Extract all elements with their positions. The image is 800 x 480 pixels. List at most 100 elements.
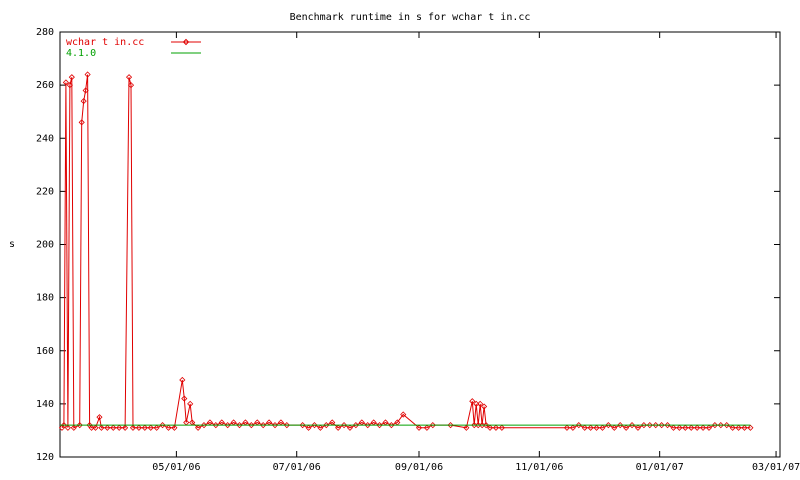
data-point: [634, 424, 642, 431]
y-tick-label: 180: [36, 293, 54, 304]
data-point: [652, 422, 659, 429]
data-point: [171, 424, 178, 431]
series-line: [61, 74, 751, 429]
data-point: [376, 422, 383, 429]
data-point: [68, 74, 75, 81]
data-point: [236, 422, 243, 429]
data-point: [187, 400, 194, 407]
data-point: [122, 424, 129, 431]
data-point: [104, 424, 111, 431]
data-point: [352, 422, 359, 429]
data-point: [127, 82, 135, 89]
data-point: [492, 424, 500, 431]
x-tick-label: 11/01/06: [515, 462, 563, 473]
data-point: [400, 411, 407, 418]
data-point: [694, 424, 701, 431]
data-point: [311, 422, 318, 429]
data-point: [623, 424, 630, 431]
data-point: [116, 424, 123, 431]
x-tick-label: 09/01/06: [395, 462, 443, 473]
data-point: [617, 422, 624, 429]
legend-label: wchar t in.cc: [66, 37, 144, 48]
data-point: [224, 422, 231, 429]
data-point: [640, 422, 647, 429]
data-point: [195, 424, 202, 431]
data-point: [705, 424, 713, 431]
data-point: [135, 424, 142, 431]
data-point: [676, 424, 683, 431]
y-axis-label: s: [9, 239, 15, 250]
data-point: [646, 422, 653, 429]
plot-border: [59, 31, 781, 458]
data-point: [147, 424, 154, 431]
data-point: [587, 424, 594, 431]
data-point: [84, 71, 91, 78]
x-tick-label: 01/01/07: [636, 462, 684, 473]
y-tick-label: 240: [36, 133, 54, 144]
data-point: [78, 119, 85, 126]
data-point: [747, 424, 754, 431]
data-point: [563, 424, 571, 431]
data-point: [477, 400, 484, 407]
data-point: [711, 422, 718, 429]
data-point: [605, 422, 612, 429]
y-tick-label: 160: [36, 346, 54, 357]
data-point: [735, 424, 742, 431]
x-tick-label: 05/01/06: [152, 462, 200, 473]
data-point: [498, 424, 505, 431]
data-point: [248, 422, 255, 429]
data-point: [165, 424, 172, 431]
data-point: [66, 82, 73, 89]
data-point: [741, 424, 748, 431]
data-point: [481, 403, 488, 410]
data-point: [62, 79, 69, 86]
data-point: [153, 424, 160, 431]
legend-label: 4.1.0: [66, 48, 96, 59]
data-point: [658, 422, 665, 429]
data-point: [723, 422, 730, 429]
data-point: [323, 422, 330, 429]
data-point: [729, 424, 736, 431]
data-point: [159, 422, 166, 429]
data-point: [64, 424, 71, 431]
data-point: [125, 74, 133, 81]
data-point: [611, 424, 618, 431]
data-point: [96, 414, 103, 421]
data-point: [670, 424, 677, 431]
data-point: [80, 97, 87, 105]
data-point: [463, 424, 470, 431]
data-point: [283, 422, 290, 429]
y-tick-label: 140: [36, 399, 54, 410]
y-tick-label: 280: [36, 27, 54, 38]
data-point: [569, 424, 576, 431]
data-point: [271, 422, 279, 429]
data-point: [447, 422, 454, 429]
data-point: [335, 424, 342, 431]
x-tick-label: 07/01/06: [273, 462, 321, 473]
y-tick-label: 260: [36, 80, 54, 91]
legend-marker: [182, 38, 190, 46]
data-point: [98, 424, 105, 431]
data-point: [475, 422, 482, 429]
chart-title: Benchmark runtime in s for wchar t in.cc: [290, 12, 531, 23]
data-point: [88, 424, 95, 431]
data-point: [346, 424, 354, 431]
data-point: [664, 422, 671, 429]
data-point: [212, 422, 219, 429]
data-point: [317, 424, 324, 431]
data-point: [200, 422, 208, 429]
data-point: [141, 424, 148, 431]
y-tick-label: 120: [36, 452, 54, 463]
data-point: [92, 424, 99, 431]
data-point: [473, 400, 480, 407]
data-point: [305, 424, 312, 431]
data-point: [581, 424, 588, 431]
data-point: [76, 422, 83, 429]
data-point: [179, 376, 186, 384]
data-point: [82, 87, 89, 94]
data-point: [479, 422, 486, 429]
data-point: [688, 424, 695, 431]
y-tick-label: 220: [36, 186, 54, 197]
data-point: [181, 395, 188, 402]
